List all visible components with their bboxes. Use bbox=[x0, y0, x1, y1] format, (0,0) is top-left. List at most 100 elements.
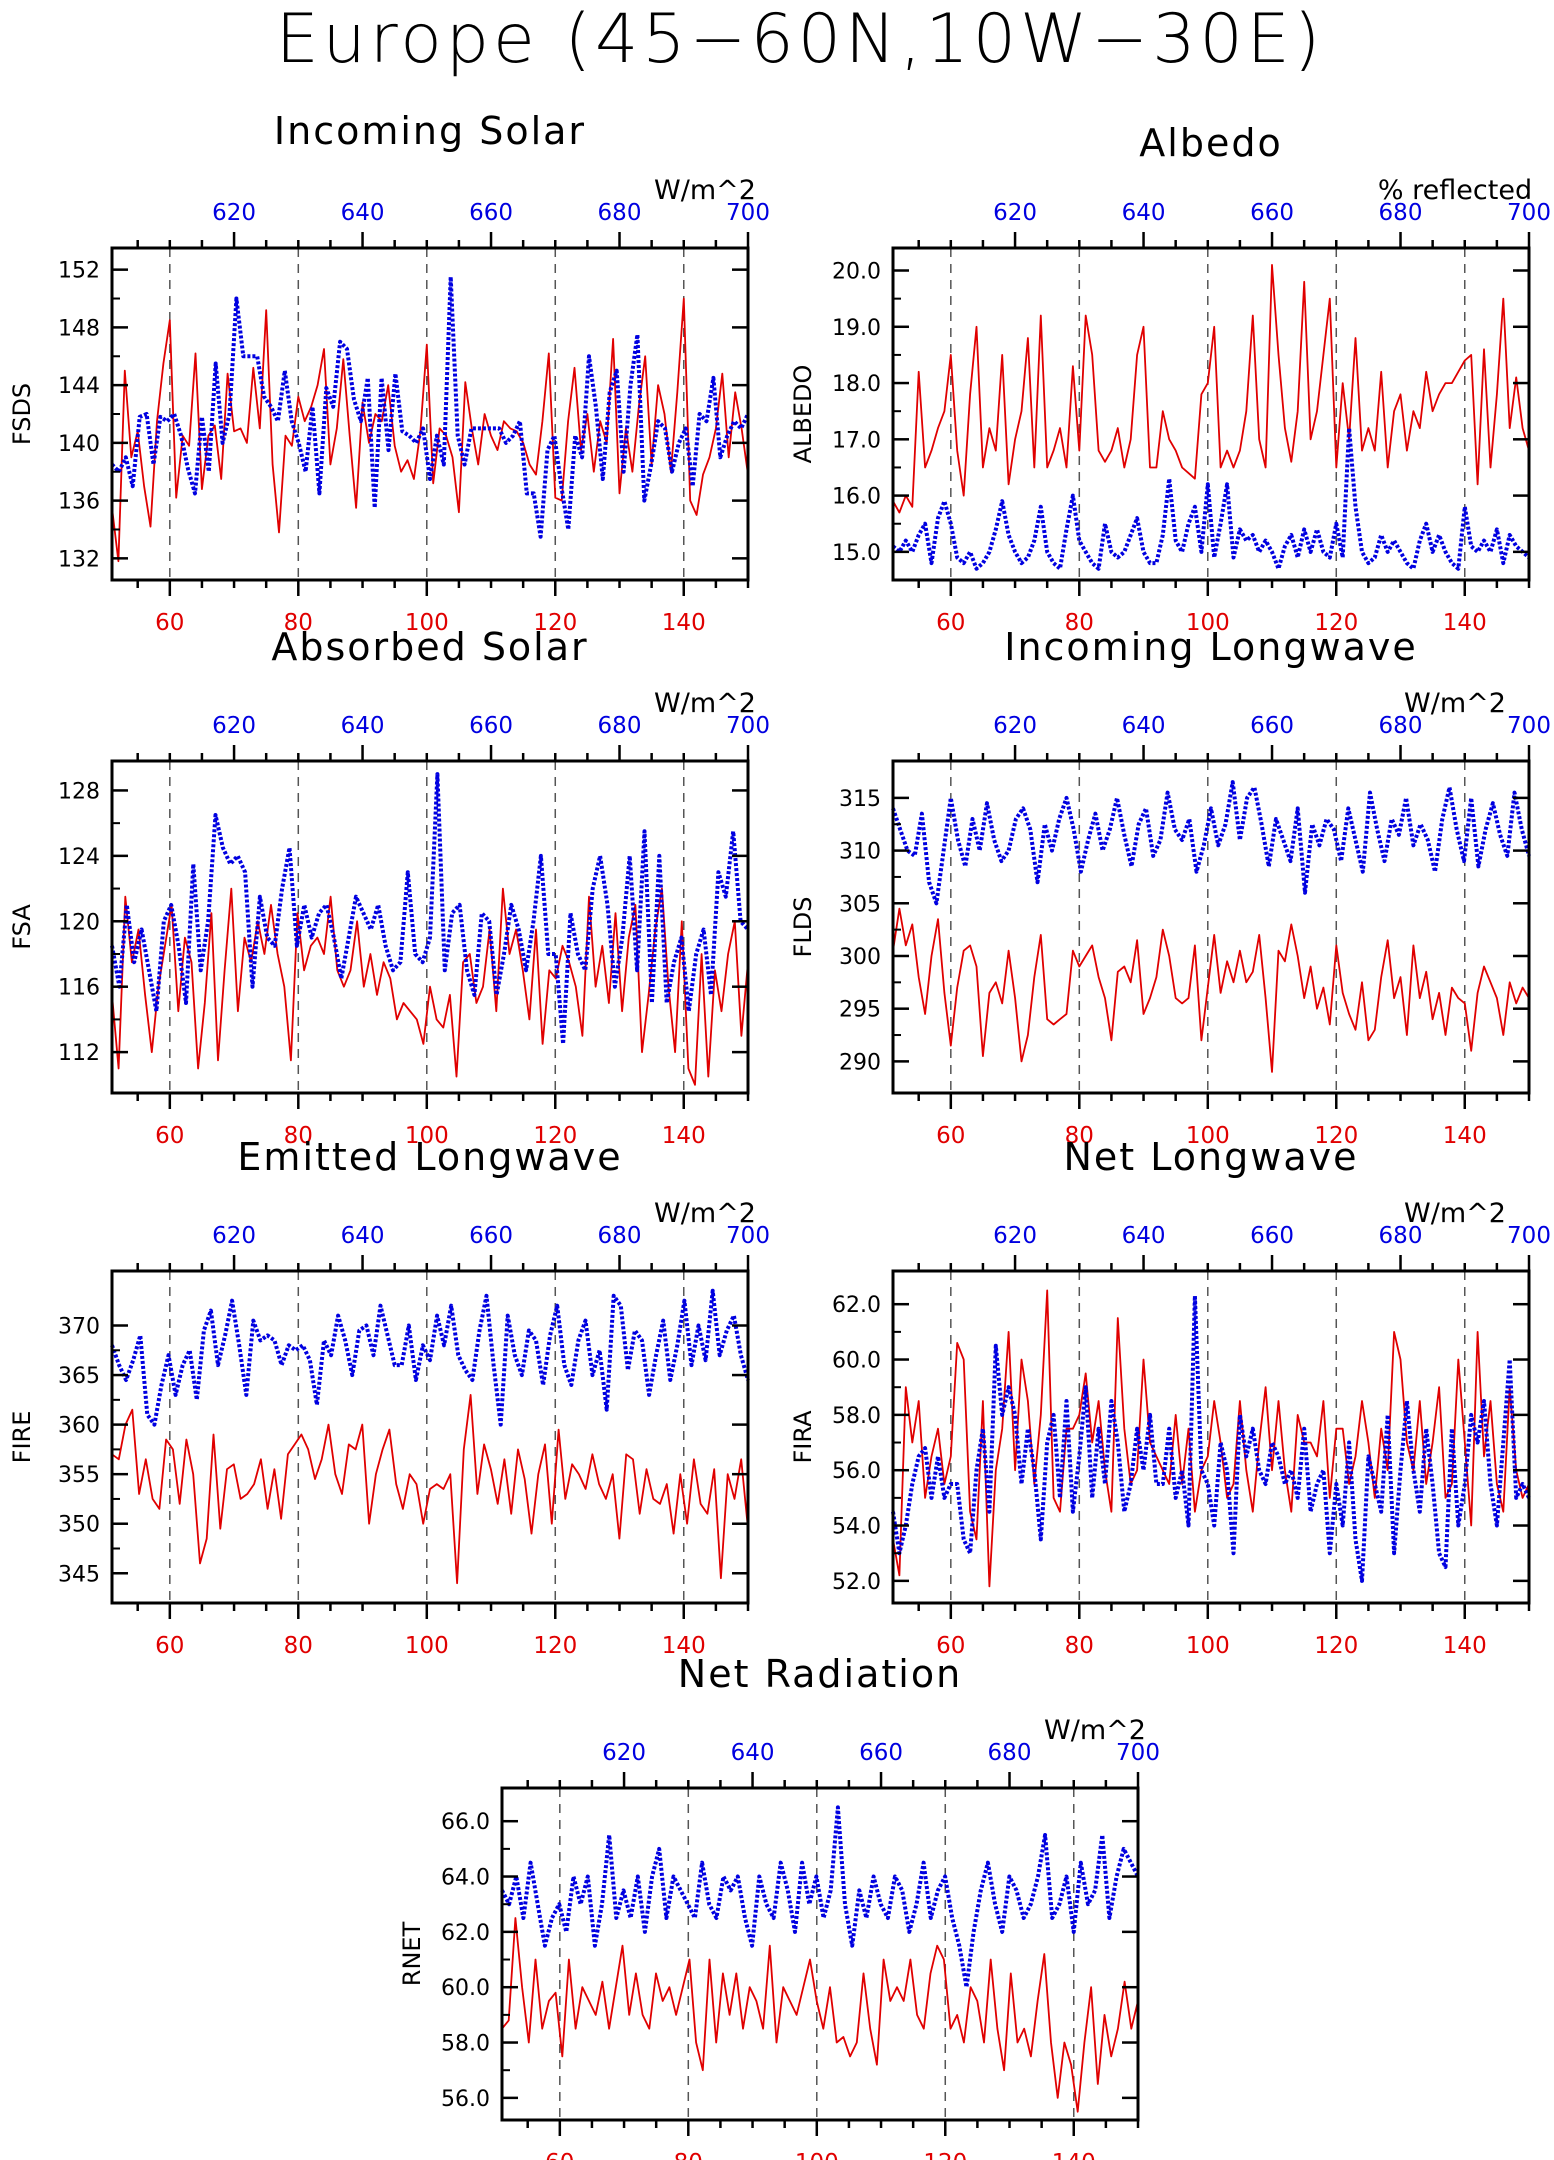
x2-tick-label: 700 bbox=[1116, 1740, 1160, 1766]
x-tick-label: 100 bbox=[1186, 1633, 1230, 1659]
units-label: W/m^2 bbox=[654, 688, 756, 719]
x2-tick-label: 660 bbox=[1250, 713, 1294, 739]
y-tick-label: 20.0 bbox=[832, 260, 881, 285]
x2-tick-label: 660 bbox=[469, 1223, 513, 1249]
panel-title: Net Longwave bbox=[1064, 1135, 1359, 1179]
units-label: W/m^2 bbox=[1044, 1715, 1146, 1746]
y-tick-label: 16.0 bbox=[832, 485, 881, 510]
red-series-line bbox=[501, 1917, 1139, 2113]
y-axis-label: FLDS bbox=[789, 897, 817, 958]
y-tick-label: 60.0 bbox=[832, 1349, 881, 1374]
panel-incoming-solar: Incoming Solar W/m^2 FSDS 132 136 140 144 148 15… bbox=[8, 109, 770, 636]
y-tick-label: 17.0 bbox=[832, 428, 881, 453]
units-label: % reflected bbox=[1378, 175, 1532, 206]
red-series-line bbox=[892, 263, 1530, 514]
x2-tick-label: 700 bbox=[726, 713, 770, 739]
blue-series-line bbox=[110, 1288, 750, 1427]
blue-series-line bbox=[500, 1805, 1140, 1990]
panel-title: Incoming Solar bbox=[274, 109, 586, 153]
plot-frame bbox=[891, 1269, 1531, 1605]
x-tick-label: 120 bbox=[923, 2150, 967, 2160]
x-tick-label: 60 bbox=[155, 1633, 184, 1659]
y-tick-label: 18.0 bbox=[832, 372, 881, 397]
x2-tick-label: 620 bbox=[602, 1740, 646, 1766]
x-tick-label: 120 bbox=[533, 1633, 577, 1659]
y-tick-label: 56.0 bbox=[832, 1459, 881, 1484]
y-tick-label: 144 bbox=[58, 374, 100, 399]
x2-tick-label: 660 bbox=[469, 200, 513, 226]
y-axis-label: FSDS bbox=[8, 383, 36, 445]
panel-title: Absorbed Solar bbox=[271, 625, 588, 669]
y-tick-label: 360 bbox=[58, 1414, 100, 1439]
y-tick-label: 295 bbox=[839, 998, 881, 1023]
y-tick-label: 19.0 bbox=[832, 316, 881, 341]
blue-series-line bbox=[110, 274, 750, 539]
x-tick-label: 80 bbox=[1065, 1123, 1094, 1149]
y-tick-label: 66.0 bbox=[441, 1810, 490, 1835]
x-tick-label: 60 bbox=[545, 2150, 574, 2160]
x2-tick-label: 640 bbox=[1122, 200, 1166, 226]
x-tick-label: 140 bbox=[1443, 1123, 1487, 1149]
x2-tick-label: 640 bbox=[1122, 713, 1166, 739]
x-tick-label: 120 bbox=[533, 610, 577, 636]
x-tick-label: 60 bbox=[936, 1123, 965, 1149]
x-tick-label: 140 bbox=[1052, 2150, 1096, 2160]
x-tick-label: 80 bbox=[284, 1123, 313, 1149]
x-tick-label: 120 bbox=[533, 1123, 577, 1149]
plot-frame bbox=[891, 246, 1531, 582]
x2-tick-label: 620 bbox=[212, 200, 256, 226]
y-tick-label: 124 bbox=[58, 845, 100, 870]
red-series-line bbox=[892, 1289, 1530, 1588]
y-tick-label: 152 bbox=[58, 259, 100, 284]
units-label: W/m^2 bbox=[654, 1198, 756, 1229]
x-tick-label: 60 bbox=[936, 1633, 965, 1659]
x2-tick-label: 700 bbox=[1507, 1223, 1551, 1249]
y-axis-label: RNET bbox=[398, 1921, 426, 1986]
blue-series-line bbox=[891, 780, 1531, 906]
x2-tick-label: 620 bbox=[993, 200, 1037, 226]
y-tick-label: 120 bbox=[58, 910, 100, 935]
x-tick-label: 140 bbox=[1443, 610, 1487, 636]
y-axis-label: FSA bbox=[8, 904, 36, 950]
plot-frame bbox=[500, 1786, 1140, 2122]
x-tick-label: 100 bbox=[405, 1123, 449, 1149]
panel-title: Albedo bbox=[1139, 121, 1282, 165]
blue-series-line bbox=[110, 772, 750, 1046]
x2-tick-label: 680 bbox=[1379, 713, 1423, 739]
panels: Incoming Solar W/m^2 FSDS 132 136 140 144 148 15… bbox=[8, 109, 1551, 2160]
x2-tick-label: 660 bbox=[1250, 1223, 1294, 1249]
x-tick-label: 140 bbox=[662, 1123, 706, 1149]
panel-title: Net Radiation bbox=[678, 1652, 962, 1696]
y-tick-label: 315 bbox=[839, 787, 881, 812]
y-axis-label: ALBEDO bbox=[789, 365, 817, 464]
y-tick-label: 136 bbox=[58, 490, 100, 515]
x2-tick-label: 640 bbox=[1122, 1223, 1166, 1249]
x-tick-label: 140 bbox=[662, 1633, 706, 1659]
x2-tick-label: 680 bbox=[1379, 1223, 1423, 1249]
red-series-line bbox=[111, 1394, 749, 1585]
x2-tick-label: 620 bbox=[212, 713, 256, 739]
y-tick-label: 290 bbox=[839, 1050, 881, 1075]
x-tick-label: 60 bbox=[155, 610, 184, 636]
panel-emitted-longwave: Emitted Longwave W/m^2 FIRE 345 350 355 360 365… bbox=[8, 1135, 770, 1659]
x-tick-label: 120 bbox=[1314, 1633, 1358, 1659]
x2-tick-label: 700 bbox=[1507, 200, 1551, 226]
x-tick-label: 60 bbox=[936, 610, 965, 636]
x2-tick-label: 620 bbox=[993, 713, 1037, 739]
y-tick-label: 128 bbox=[58, 779, 100, 804]
plot-frame bbox=[110, 759, 750, 1095]
x-tick-label: 80 bbox=[1065, 610, 1094, 636]
y-tick-label: 300 bbox=[839, 945, 881, 970]
y-tick-label: 370 bbox=[58, 1315, 100, 1340]
red-series-line bbox=[892, 907, 1530, 1073]
x-tick-label: 100 bbox=[405, 610, 449, 636]
x2-tick-label: 680 bbox=[988, 1740, 1032, 1766]
x-tick-label: 100 bbox=[795, 2150, 839, 2160]
y-tick-label: 310 bbox=[839, 840, 881, 865]
x2-tick-label: 700 bbox=[1507, 713, 1551, 739]
x2-tick-label: 680 bbox=[598, 713, 642, 739]
x2-tick-label: 700 bbox=[726, 200, 770, 226]
x2-tick-label: 700 bbox=[726, 1223, 770, 1249]
y-tick-label: 58.0 bbox=[441, 2032, 490, 2057]
